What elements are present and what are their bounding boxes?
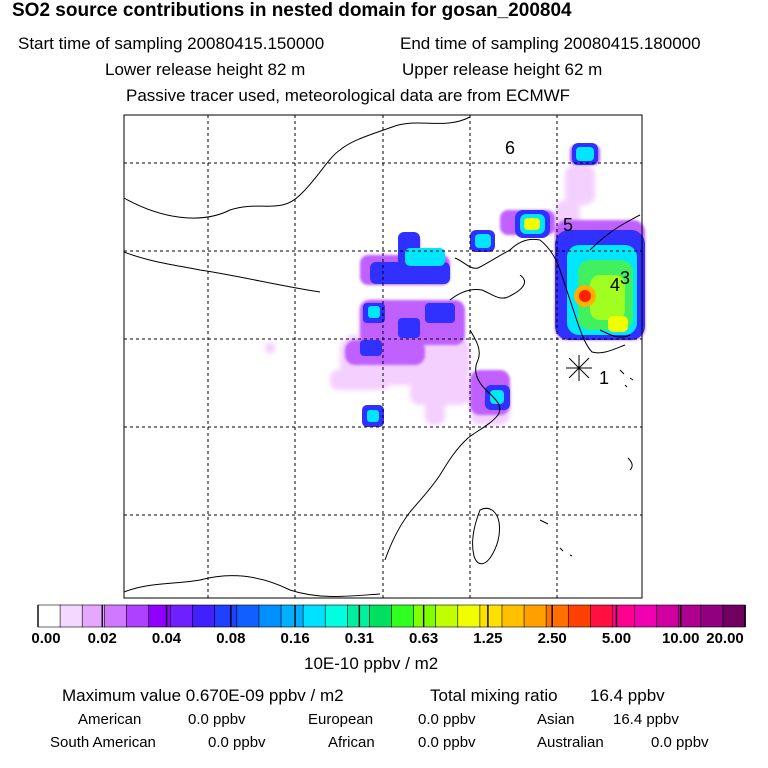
colorbar-swatch (214, 604, 238, 628)
total-mixing-label: Total mixing ratio (430, 686, 558, 705)
region-value: 0.0 ppbv (188, 711, 246, 728)
upper-height-label: Upper release height 62 m (402, 60, 603, 79)
coastlines (123, 116, 641, 597)
colorbar-swatch (457, 604, 481, 628)
marker-3: 3 (620, 268, 631, 288)
marker-6: 6 (505, 138, 516, 158)
colorbar-swatch (656, 604, 680, 628)
colorbar-swatch (148, 604, 172, 628)
colorbar-label: 0.02 (87, 630, 117, 647)
colorbar-swatch (126, 604, 150, 628)
region-name: Asian (537, 711, 575, 728)
colorbar-swatch (258, 604, 282, 628)
colorbar-swatch (103, 604, 128, 628)
colorbar-label: 20.00 (706, 630, 744, 647)
region-name: African (328, 734, 375, 751)
region-name: European (308, 711, 374, 728)
map-grid (124, 115, 642, 598)
region-value: 0.0 ppbv (208, 734, 266, 751)
colorbar-label: 10.00 (661, 630, 700, 647)
colorbar-label: 0.00 (31, 630, 61, 647)
colorbar-swatch (523, 604, 547, 628)
colorbar-label: 0.04 (151, 630, 182, 647)
colorbar-swatch (435, 604, 459, 628)
marker-4: 4 (610, 275, 621, 295)
colorbar-swatch (545, 604, 570, 628)
colorbar-swatch (479, 604, 503, 628)
colorbar-label: 0.31 (344, 630, 374, 647)
region-value: 0.0 ppbv (651, 734, 709, 751)
station-star-icon (566, 355, 592, 381)
colorbar-swatch (567, 604, 592, 628)
colorbar-swatch (700, 604, 724, 628)
colorbar-swatch (678, 604, 702, 628)
region-name: Australian (537, 734, 604, 751)
colorbar-swatch (722, 604, 746, 628)
colorbar-swatch (280, 604, 304, 628)
plume-halo (265, 165, 595, 425)
region-value: 0.0 ppbv (418, 734, 476, 751)
colorbar-swatch (634, 604, 658, 628)
colorbar-swatch (347, 604, 371, 628)
colorbar-swatch (413, 604, 437, 628)
colorbar-swatch (59, 604, 83, 628)
colorbar-swatch (369, 604, 393, 628)
map-frame (123, 114, 643, 599)
marker-1: 1 (599, 368, 610, 388)
end-time-label: End time of sampling 20080415.180000 (400, 34, 701, 53)
colorbar-label: 0.63 (409, 630, 439, 647)
colorbar-swatch (37, 604, 61, 628)
marker-5: 5 (563, 215, 574, 235)
colorbar-swatch (170, 604, 194, 628)
page-title: SO2 source contributions in nested domai… (12, 0, 572, 21)
colorbar-swatch (324, 604, 349, 628)
lower-height-label: Lower release height 82 m (105, 60, 306, 79)
colorbar-swatch (81, 604, 106, 628)
colorbar-swatch (192, 604, 216, 628)
colorbar-label: 1.25 (473, 630, 503, 647)
colorbar-unit: 10E-10 ppbv / m2 (304, 654, 439, 673)
plume-core (524, 218, 633, 332)
colorbar-label: 0.08 (216, 630, 246, 647)
region-name: South American (50, 734, 156, 751)
colorbar (37, 604, 746, 628)
colorbar-swatch (391, 604, 415, 628)
tracer-note: Passive tracer used, meteorological data… (126, 86, 571, 105)
total-mixing-value: 16.4 ppbv (590, 686, 665, 705)
colorbar-swatch (236, 604, 260, 628)
colorbar-swatch (501, 604, 525, 628)
colorbar-swatch (590, 604, 614, 628)
colorbar-label: 5.00 (601, 630, 632, 647)
region-value: 0.0 ppbv (418, 711, 476, 728)
colorbar-label: 0.16 (280, 630, 310, 647)
max-value-label: Maximum value 0.670E-09 ppbv / m2 (62, 686, 344, 705)
region-value: 16.4 ppbv (613, 711, 679, 728)
start-time-label: Start time of sampling 20080415.150000 (18, 34, 325, 53)
colorbar-label: 2.50 (537, 630, 567, 647)
colorbar-swatch (302, 604, 327, 628)
region-name: American (78, 711, 142, 728)
